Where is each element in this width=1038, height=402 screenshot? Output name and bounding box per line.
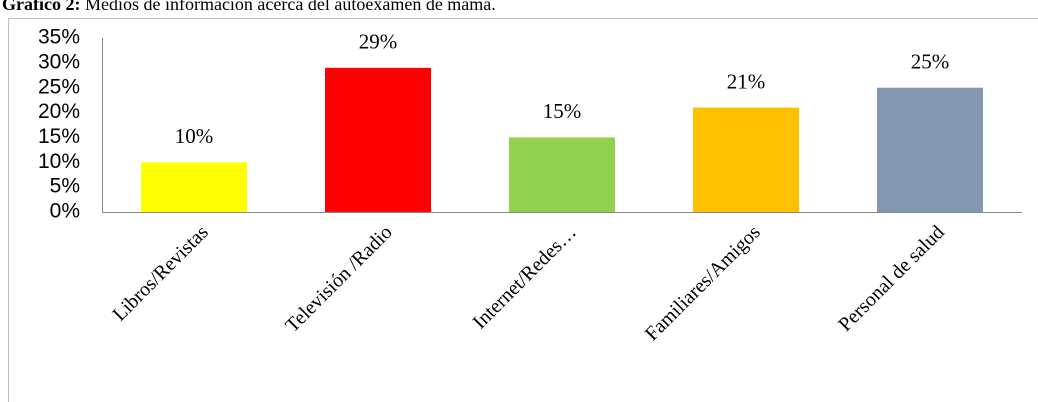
data-label: 29% [359, 30, 398, 54]
y-tick-label: 35% [38, 26, 80, 49]
y-tick-label: 5% [50, 175, 80, 198]
bar [325, 67, 431, 212]
bar [509, 137, 615, 212]
y-tick-label: 10% [38, 150, 80, 173]
data-label: 10% [175, 124, 214, 148]
y-tick-label: 15% [38, 125, 80, 148]
chart-title: Gráfico 2: Medios de información acerca … [2, 0, 496, 14]
y-tick-label: 20% [38, 100, 80, 123]
bar [693, 107, 799, 212]
y-tick-label: 30% [38, 50, 80, 73]
title-text: Medios de información acerca del autoexa… [85, 0, 496, 14]
bar [877, 87, 983, 212]
y-tick-label: 25% [38, 75, 80, 98]
y-tick-label: 0% [50, 200, 80, 223]
data-label: 21% [727, 69, 766, 93]
data-label: 15% [543, 99, 582, 123]
bar [141, 162, 247, 212]
title-label: Gráfico 2: [2, 0, 80, 14]
data-label: 25% [911, 50, 950, 74]
